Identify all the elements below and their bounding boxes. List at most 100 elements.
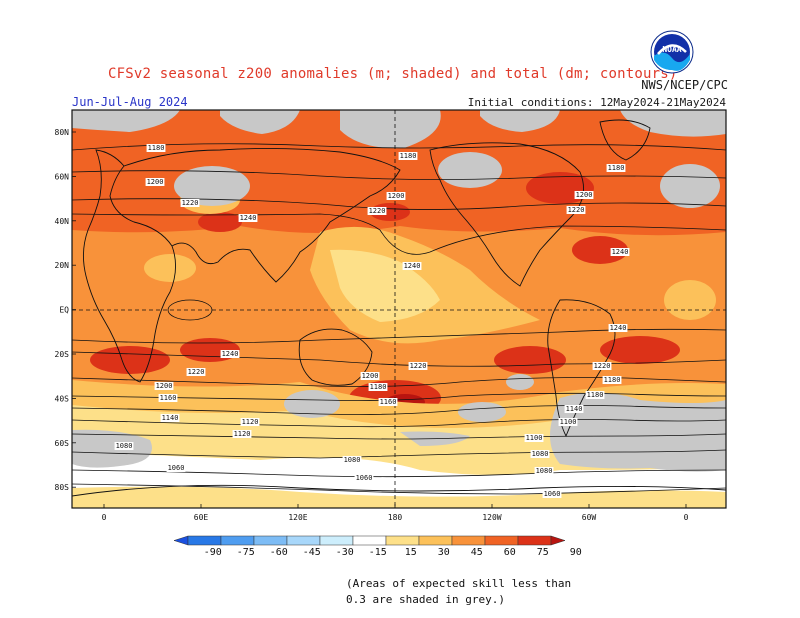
contour-label-bg bbox=[145, 178, 165, 186]
contour-label: 1100 bbox=[526, 434, 543, 442]
lat-label: 60N bbox=[55, 172, 70, 181]
colorbar-tick-label: 75 bbox=[537, 547, 549, 558]
contour-label: 1160 bbox=[380, 398, 397, 406]
lon-label: 120E bbox=[288, 513, 307, 522]
contour-label: 1240 bbox=[240, 214, 257, 222]
colorbar-swatch bbox=[418, 535, 453, 546]
contour-label: 1220 bbox=[568, 206, 585, 214]
lat-label: 20S bbox=[55, 350, 70, 359]
contour-label: 1220 bbox=[182, 199, 199, 207]
contour-label-bg bbox=[367, 207, 387, 215]
colorbar-tick-label: -60 bbox=[270, 547, 288, 558]
contour-label: 1060 bbox=[544, 490, 561, 498]
lon-label: 0 bbox=[684, 513, 689, 522]
contour-label-bg bbox=[114, 442, 134, 450]
contour-label-bg bbox=[186, 368, 206, 376]
colorbar-tick-label: 15 bbox=[405, 547, 417, 558]
colorbar-tick-label: -30 bbox=[336, 547, 354, 558]
contour-label: 1180 bbox=[587, 391, 604, 399]
colorbar-tick-label: -90 bbox=[204, 547, 222, 558]
initial-conditions-label: Initial conditions: 12May2024-21May2024 bbox=[467, 96, 726, 109]
contour-label-bg bbox=[558, 418, 578, 426]
contour-label: 1220 bbox=[188, 368, 205, 376]
colorbar-tick-label: 45 bbox=[471, 547, 483, 558]
contour-label-bg bbox=[354, 474, 374, 482]
colorbar-tick-label: 60 bbox=[504, 547, 516, 558]
contour-label: 1240 bbox=[610, 324, 627, 332]
colorbar-tick-labels: -90 -75 -60 -45 -30 -15 15 30 45 60 75 90 bbox=[204, 547, 582, 558]
colorbar-swatch bbox=[187, 535, 222, 546]
contour-label: 1240 bbox=[612, 248, 629, 256]
contour-label-bg bbox=[610, 248, 630, 256]
chart-title: CFSv2 seasonal z200 anomalies (m; shaded… bbox=[108, 66, 678, 82]
contour-label: 1180 bbox=[400, 152, 417, 160]
contour-label: 1120 bbox=[234, 430, 251, 438]
contour-label: 1080 bbox=[116, 442, 133, 450]
noaa-logo-icon: NOAA bbox=[650, 30, 694, 74]
lat-label: 60S bbox=[55, 439, 70, 448]
contour-label: 1180 bbox=[148, 144, 165, 152]
contour-label-bg bbox=[592, 362, 612, 370]
contour-label: 1220 bbox=[369, 207, 386, 215]
contour-label: 1200 bbox=[156, 382, 173, 390]
contour-label-bg bbox=[158, 394, 178, 402]
contour-label-bg bbox=[160, 414, 180, 422]
colorbar-tick-label: 90 bbox=[570, 547, 582, 558]
contour-label-bg bbox=[564, 405, 584, 413]
lon-label: 120W bbox=[482, 513, 501, 522]
contour-label: 1200 bbox=[362, 372, 379, 380]
height-contours bbox=[72, 143, 726, 495]
colorbar-arrow-left bbox=[173, 535, 189, 546]
contour-label-bg bbox=[602, 376, 622, 384]
contour-label-bg bbox=[402, 262, 422, 270]
contour-label: 1240 bbox=[404, 262, 421, 270]
contour-label: 1060 bbox=[168, 464, 185, 472]
lat-label: 80N bbox=[55, 128, 70, 137]
contour-label-bg bbox=[146, 144, 166, 152]
colorbar-swatch bbox=[253, 535, 288, 546]
lat-label: 40S bbox=[55, 394, 70, 403]
contour-label: 1140 bbox=[566, 405, 583, 413]
colorbar-swatch bbox=[220, 535, 255, 546]
contour-label-bg bbox=[386, 192, 406, 200]
lon-label: 60W bbox=[582, 513, 597, 522]
contour-label-bg bbox=[534, 467, 554, 475]
contour-label-bg bbox=[342, 456, 362, 464]
contour-label: 1200 bbox=[576, 191, 593, 199]
lat-label: 20N bbox=[55, 261, 70, 270]
contour-label-bg bbox=[240, 418, 260, 426]
contour-label-bg bbox=[166, 464, 186, 472]
contour-label: 1240 bbox=[222, 350, 239, 358]
latitude-axis: 80N 60N 40N 20N EQ 20S 40S 60S 80S bbox=[55, 128, 76, 492]
contour-label: 1200 bbox=[147, 178, 164, 186]
contour-label-bg bbox=[238, 214, 258, 222]
lon-label: 0 bbox=[102, 513, 107, 522]
contour-label-bg bbox=[606, 164, 626, 172]
contour-label-bg bbox=[232, 430, 252, 438]
contour-label: 1220 bbox=[594, 362, 611, 370]
colorbar-tick-label: 30 bbox=[438, 547, 450, 558]
contour-label: 1080 bbox=[344, 456, 361, 464]
colorbar-arrow-right bbox=[550, 535, 566, 546]
lon-label: 180 bbox=[388, 513, 403, 522]
colorbar-swatch bbox=[319, 535, 354, 546]
contour-label-bg bbox=[398, 152, 418, 160]
contour-label: 1180 bbox=[608, 164, 625, 172]
lat-label: 40N bbox=[55, 217, 70, 226]
contour-label-bg bbox=[408, 362, 428, 370]
contour-label-bg bbox=[542, 490, 562, 498]
contour-label: 1100 bbox=[560, 418, 577, 426]
contour-label: 1180 bbox=[370, 383, 387, 391]
colorbar-swatches bbox=[173, 535, 566, 546]
contour-label-bg bbox=[154, 382, 174, 390]
contour-label-bg bbox=[566, 206, 586, 214]
contour-label-bg bbox=[574, 191, 594, 199]
agency-label: NWS/NCEP/CPC bbox=[641, 78, 728, 92]
colorbar-tick-label: -75 bbox=[237, 547, 255, 558]
contour-label: 1180 bbox=[604, 376, 621, 384]
contour-label-bg bbox=[360, 372, 380, 380]
contour-label-bg bbox=[368, 383, 388, 391]
